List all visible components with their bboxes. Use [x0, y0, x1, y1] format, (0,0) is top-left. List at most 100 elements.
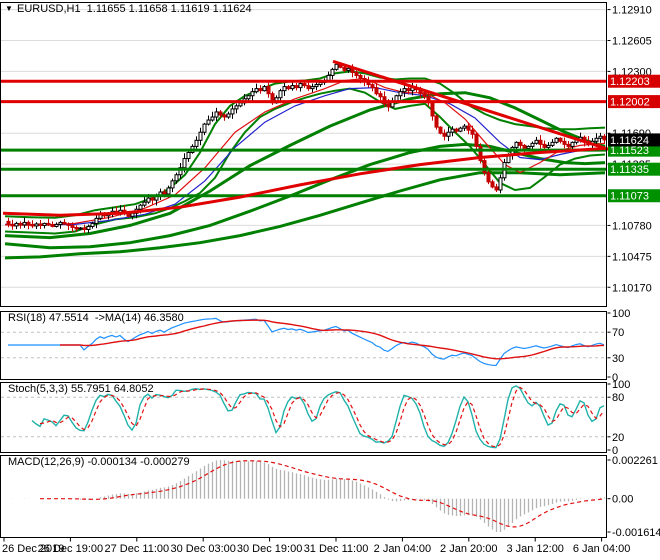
candle-body — [330, 68, 335, 76]
candle-body — [26, 221, 31, 225]
price-axis-label: 1.12910 — [612, 5, 652, 17]
candle-body — [182, 158, 187, 169]
slow-band-upper — [4, 91, 606, 240]
candle-body — [34, 223, 39, 227]
indicator-axis-label: 0 — [612, 372, 618, 384]
price-badge-text: 1.11523 — [610, 145, 649, 157]
stoch-k-line — [31, 385, 605, 449]
candle-body — [454, 128, 459, 132]
candle-body — [262, 86, 267, 92]
candle-body — [174, 174, 179, 182]
price-badge-text: 1.12203 — [610, 76, 650, 88]
candle-body — [602, 135, 607, 141]
candle-body — [298, 83, 303, 89]
candle-body — [198, 131, 203, 141]
candle-body — [594, 137, 599, 142]
candle-body — [398, 91, 403, 97]
candle-body — [562, 140, 567, 145]
candle-body — [222, 114, 227, 118]
candle-body — [514, 141, 519, 148]
macd-axis-label: 0.002261 — [612, 455, 658, 467]
price-axis-label: 1.10170 — [612, 282, 652, 294]
price-badge-text: 1.12002 — [610, 97, 650, 109]
candle-body — [490, 181, 495, 188]
time-axis-label: 30 Dec 19:00 — [237, 543, 302, 555]
indicator-axis-label: 20 — [612, 432, 624, 444]
candle-body — [558, 137, 563, 142]
time-axis-label: 26 Dec 2019 — [2, 543, 64, 555]
candle-body — [478, 145, 483, 162]
symbol-dropdown-icon[interactable]: ▼ — [5, 4, 13, 13]
candle-body — [138, 204, 143, 210]
macd-axis-label: 0.00 — [612, 494, 633, 506]
candle-body — [554, 137, 559, 143]
candle-body — [402, 88, 407, 93]
candle-body — [66, 223, 71, 226]
rsi-line — [8, 317, 605, 367]
price-axis-label: 1.10475 — [612, 251, 652, 263]
price-badge-1.12203 — [608, 74, 660, 88]
candlesticks — [6, 62, 607, 234]
candle-body — [18, 222, 23, 226]
candle-body — [62, 221, 67, 225]
candle-body — [286, 86, 291, 90]
candle-body — [518, 141, 523, 146]
candle-body — [126, 213, 131, 217]
time-axis-label: 6 Jan 04:00 — [573, 543, 631, 555]
candle-body — [542, 143, 547, 148]
candle-body — [6, 220, 11, 225]
rsi-panel: 100 70 30 0 — [1, 308, 630, 384]
main-price-panel — [1, 9, 613, 288]
indicator-axis-label: 0 — [612, 445, 618, 457]
candle-body — [438, 126, 443, 134]
slow-band-lower — [4, 142, 606, 250]
candle-body — [498, 177, 503, 191]
candle-body — [170, 180, 175, 189]
candle-body — [434, 115, 439, 128]
price-badge-text: 1.11073 — [610, 191, 649, 203]
candle-body — [406, 88, 411, 92]
candle-body — [522, 144, 527, 149]
descending-trendline — [332, 59, 613, 152]
candle-body — [466, 125, 471, 131]
candle-body — [430, 102, 435, 117]
candle-body — [534, 139, 539, 144]
candle-body — [570, 141, 575, 147]
price-badge-1.11624 — [608, 133, 660, 147]
price-badge-1.11335 — [608, 162, 660, 176]
candle-body — [238, 102, 243, 107]
price-badge-text: 1.11624 — [610, 135, 649, 147]
candle-body — [230, 108, 235, 115]
rsi-ma-line — [60, 319, 605, 360]
candle-body — [162, 191, 167, 195]
price-axis-label: 1.12605 — [612, 35, 652, 47]
macd-axis-label: -0.001614 — [612, 527, 660, 539]
candle-body — [318, 82, 323, 86]
candle-body — [150, 197, 155, 201]
time-axis-label: 31 Dec 11:00 — [304, 543, 369, 555]
chart-title-ohlc: EURUSD,H1 1.11655 1.11658 1.11619 1.1162… — [17, 3, 252, 15]
time-axis-label: 30 Dec 03:00 — [170, 543, 235, 555]
candle-body — [306, 85, 311, 90]
candle-body — [294, 85, 299, 89]
candle-body — [78, 227, 83, 230]
candle-body — [470, 129, 475, 135]
candle-body — [46, 222, 51, 226]
price-badge-1.11523 — [608, 143, 660, 157]
candle-body — [218, 111, 223, 116]
stoch-d-line — [39, 386, 605, 448]
candle-body — [474, 133, 479, 147]
macd-signal-line — [40, 460, 605, 528]
time-axis-label: 26 Dec 19:00 — [38, 543, 103, 555]
candle-body — [246, 95, 251, 100]
candle-body — [526, 145, 531, 149]
candle-body — [10, 223, 15, 227]
candle-body — [282, 86, 287, 92]
candle-body — [386, 103, 391, 108]
candle-body — [370, 84, 375, 89]
candle-body — [38, 223, 43, 226]
candle-body — [358, 74, 363, 79]
